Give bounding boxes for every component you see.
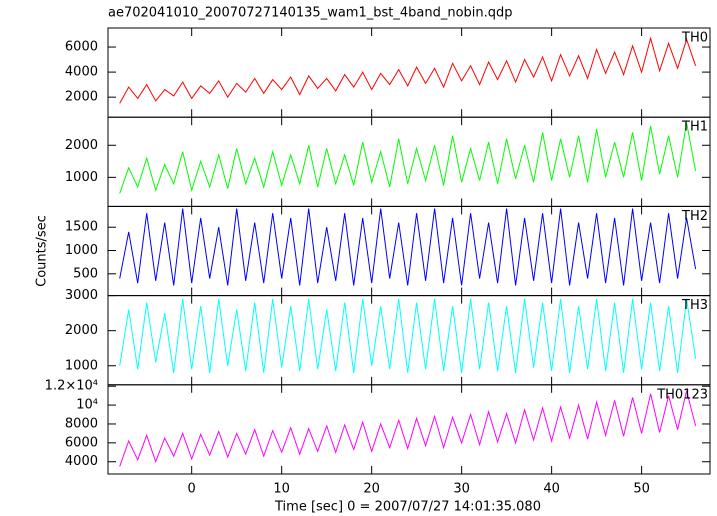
x-tick-label: 50 [633, 482, 650, 497]
light-curve [119, 122, 697, 194]
y-tick-label: 1000 [65, 243, 98, 258]
y-tick-label: 2000 [65, 138, 98, 153]
panel-frame [107, 384, 711, 475]
panel-frame [107, 205, 711, 297]
y-tick-label: 10⁴ [76, 398, 98, 413]
y-tick-label: 8000 [65, 416, 98, 431]
y-tick-label: 1000 [65, 170, 98, 185]
x-tick-label: 10 [273, 482, 290, 497]
y-tick-label: 3000 [65, 288, 98, 303]
light-curve [119, 299, 697, 373]
panel-frame [107, 27, 711, 118]
chart-title: ae702041010_20070727140135_wam1_bst_4ban… [108, 6, 513, 21]
x-tick-label: 0 [188, 482, 196, 497]
y-tick-label: 2000 [65, 90, 98, 105]
y-tick-label: 500 [73, 266, 98, 281]
y-tick-label: 6000 [65, 40, 98, 55]
light-curve [119, 390, 697, 467]
y-tick-label: 4000 [65, 454, 98, 469]
y-tick-label: 1500 [65, 220, 98, 235]
x-tick-label: 30 [453, 482, 470, 497]
panel-label: TH2 [681, 209, 708, 224]
panel-label: TH1 [681, 120, 708, 135]
panel-label: TH0 [681, 31, 708, 46]
x-tick-label: 20 [363, 482, 380, 497]
y-tick-label: 1.2×10⁴ [45, 379, 98, 394]
y-tick-label: 2000 [65, 323, 98, 338]
y-tick-label: 6000 [65, 435, 98, 450]
y-tick-label: 4000 [65, 65, 98, 80]
y-tick-label: 1000 [65, 358, 98, 373]
x-axis-label: Time [sec] 0 = 2007/07/27 14:01:35.080 [274, 500, 541, 515]
y-axis-label: Counts/sec [35, 215, 50, 287]
panel-label: TH3 [681, 298, 708, 313]
panel-label: TH0123 [656, 387, 708, 402]
light-curve [119, 36, 697, 104]
light-curve [119, 208, 697, 286]
x-tick-label: 40 [543, 482, 560, 497]
